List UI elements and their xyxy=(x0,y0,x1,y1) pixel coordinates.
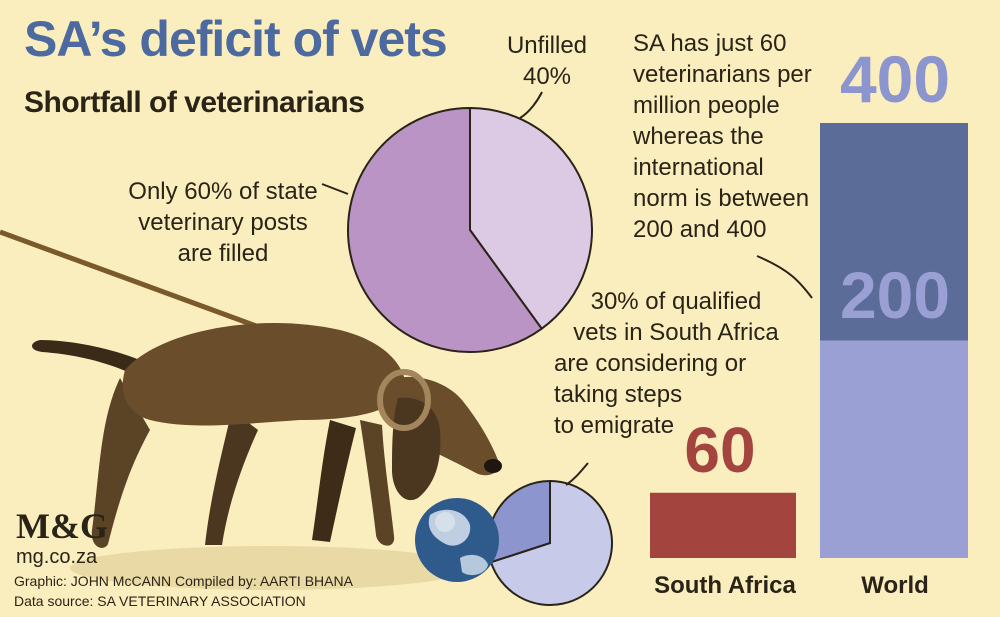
pie-chart-posts xyxy=(347,106,593,353)
note-line: norm is between xyxy=(633,185,810,212)
category-label-world: World xyxy=(861,572,929,599)
dog-hind-leg-back xyxy=(205,410,258,545)
pie-chart-emigration xyxy=(487,479,613,606)
pie-slice-filled xyxy=(347,106,544,353)
site-url: mg.co.za xyxy=(16,546,98,568)
bar-value-world-min: 200 xyxy=(839,258,951,332)
globe-highlight xyxy=(435,512,455,532)
label-emigration: 30% of qualified vets in South Africa ar… xyxy=(546,286,806,441)
note-line: whereas the xyxy=(633,123,764,150)
bar-chart-vets-per-million xyxy=(650,123,968,558)
globe-land xyxy=(428,509,471,546)
ground-shadow xyxy=(70,546,470,590)
leader-line-note xyxy=(756,255,813,299)
globe-illustration xyxy=(415,498,499,582)
emigration-line: are considering or xyxy=(554,350,747,377)
dog-body xyxy=(122,323,406,426)
leader-line-emigrate xyxy=(565,462,589,486)
bar-world-lower xyxy=(820,340,968,558)
label-posts-filled-line: Only 60% of state xyxy=(128,178,318,205)
dog-front-leg-front xyxy=(360,420,395,546)
label-posts-filled-line: veterinary posts xyxy=(138,209,308,236)
label-international-norm: SA has just 60 veterinarians per million… xyxy=(633,28,823,245)
mg-logo: M&G xyxy=(16,506,108,546)
dog-ear xyxy=(392,397,441,501)
label-unfilled-line: 40% xyxy=(522,63,572,90)
page-title: SA’s deficit of vets xyxy=(24,11,448,67)
pie-slice-staying xyxy=(489,479,613,606)
bar-world-upper-range xyxy=(820,123,968,341)
label-posts-filled: Only 60% of state veterinary posts are f… xyxy=(118,176,328,269)
note-line: 200 and 400 xyxy=(633,216,767,243)
credit-line: Graphic: JOHN McCANN Compiled by: AARTI … xyxy=(14,573,353,589)
globe-land-2 xyxy=(460,554,488,576)
source-line: Data source: SA VETERINARY ASSOCIATION xyxy=(14,593,306,609)
dog-front-leg-back xyxy=(312,420,356,542)
label-unfilled: Unfilled 40% xyxy=(492,30,602,92)
leader-line-filled xyxy=(321,183,349,195)
emigration-line: 30% of qualified xyxy=(590,288,762,315)
bar-south-africa xyxy=(650,492,796,558)
note-line: international xyxy=(633,154,764,181)
note-line: million people xyxy=(633,92,780,119)
note-line: veterinarians per xyxy=(633,61,812,88)
bar-value-world-max: 400 xyxy=(839,42,951,116)
dog-collar xyxy=(377,369,431,431)
emigration-line: to emigrate xyxy=(554,412,675,439)
emigration-line: vets in South Africa xyxy=(573,319,779,346)
label-unfilled-line: Unfilled xyxy=(506,32,588,59)
emigration-line: taking steps xyxy=(554,381,683,408)
dog-nose xyxy=(484,459,502,473)
page-subtitle: Shortfall of veterinarians xyxy=(24,86,365,119)
leader-line-unfilled xyxy=(519,91,543,119)
bar-value-sa: 60 xyxy=(684,414,756,486)
category-label-sa: South Africa xyxy=(654,572,796,599)
dog-tail xyxy=(32,340,140,372)
dog-hind-leg-front xyxy=(91,378,150,548)
note-line: SA has just 60 xyxy=(633,30,787,57)
dog-illustration xyxy=(32,323,502,548)
label-posts-filled-line: are filled xyxy=(177,240,269,267)
pie-slice-unfilled xyxy=(469,106,593,331)
